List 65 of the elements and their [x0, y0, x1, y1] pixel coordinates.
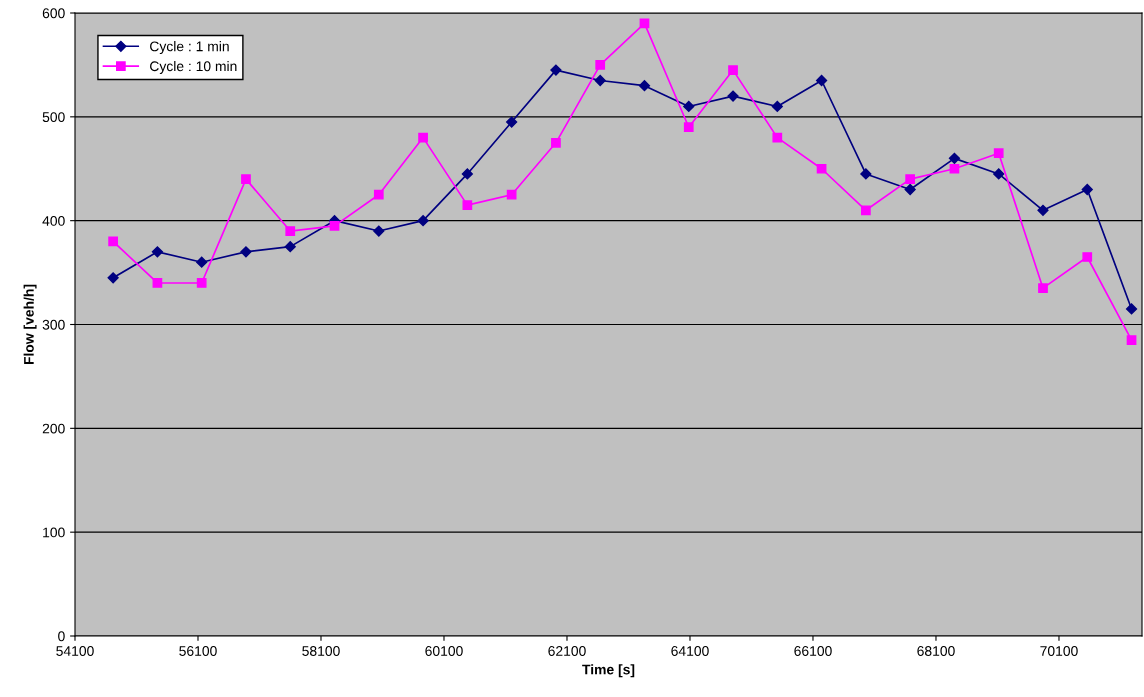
point [1038, 283, 1048, 294]
y-tick-label: 0 [58, 631, 65, 642]
point [196, 256, 208, 268]
y-tick-label: 100 [43, 527, 65, 538]
point [1126, 335, 1137, 345]
point [595, 60, 606, 70]
point [683, 122, 694, 133]
point [551, 137, 561, 148]
point [1037, 204, 1049, 216]
legend-label: Cycle : 1 min [150, 41, 229, 55]
y-tick-label: 500 [42, 112, 65, 122]
x-tick-label: 60100 [425, 646, 463, 656]
point [151, 246, 164, 258]
point [815, 74, 828, 87]
x-axis-title: Time [s] [582, 664, 635, 678]
point [860, 168, 872, 180]
point [772, 132, 783, 143]
point [152, 278, 163, 288]
x-tick-label: 54100 [56, 646, 94, 656]
point [240, 246, 252, 258]
x-tick-label: 64100 [671, 646, 709, 656]
point [373, 189, 384, 200]
point [1125, 303, 1138, 315]
point [728, 65, 738, 75]
point [418, 132, 428, 143]
y-tick-label: 400 [42, 216, 65, 226]
point [108, 236, 118, 247]
point [196, 278, 207, 288]
y-tick-label: 300 [42, 319, 65, 330]
point [284, 241, 296, 253]
point [948, 152, 961, 164]
x-tick-label: 68100 [917, 646, 955, 656]
point [107, 272, 119, 284]
point [993, 148, 1004, 159]
point [506, 189, 517, 200]
point [638, 80, 651, 92]
point [816, 163, 827, 174]
point [594, 74, 606, 87]
y-tick-label: 200 [42, 423, 65, 434]
x-tick-label: 58100 [302, 646, 340, 656]
point [241, 174, 251, 184]
point [506, 116, 518, 128]
y-axis-title: Flow [veh/h] [23, 284, 37, 365]
point [1081, 183, 1093, 196]
x-tick-label: 66100 [794, 646, 832, 656]
point [905, 174, 916, 184]
x-tick-label: 70100 [1040, 646, 1078, 656]
legend-label: Cycle : 10 min [150, 60, 237, 74]
point [683, 100, 695, 113]
point [462, 200, 473, 210]
point [329, 220, 340, 231]
point [904, 183, 916, 196]
point [949, 163, 960, 174]
point [1082, 252, 1093, 262]
x-tick-label: 56100 [179, 646, 217, 656]
point [861, 205, 871, 216]
y-tick-label: 600 [42, 8, 65, 19]
point [993, 168, 1005, 180]
point [417, 215, 429, 227]
point [550, 64, 562, 76]
point [285, 226, 296, 236]
point [461, 168, 473, 180]
point [373, 225, 385, 237]
x-tick-label: 62100 [548, 646, 586, 656]
point [771, 100, 783, 113]
